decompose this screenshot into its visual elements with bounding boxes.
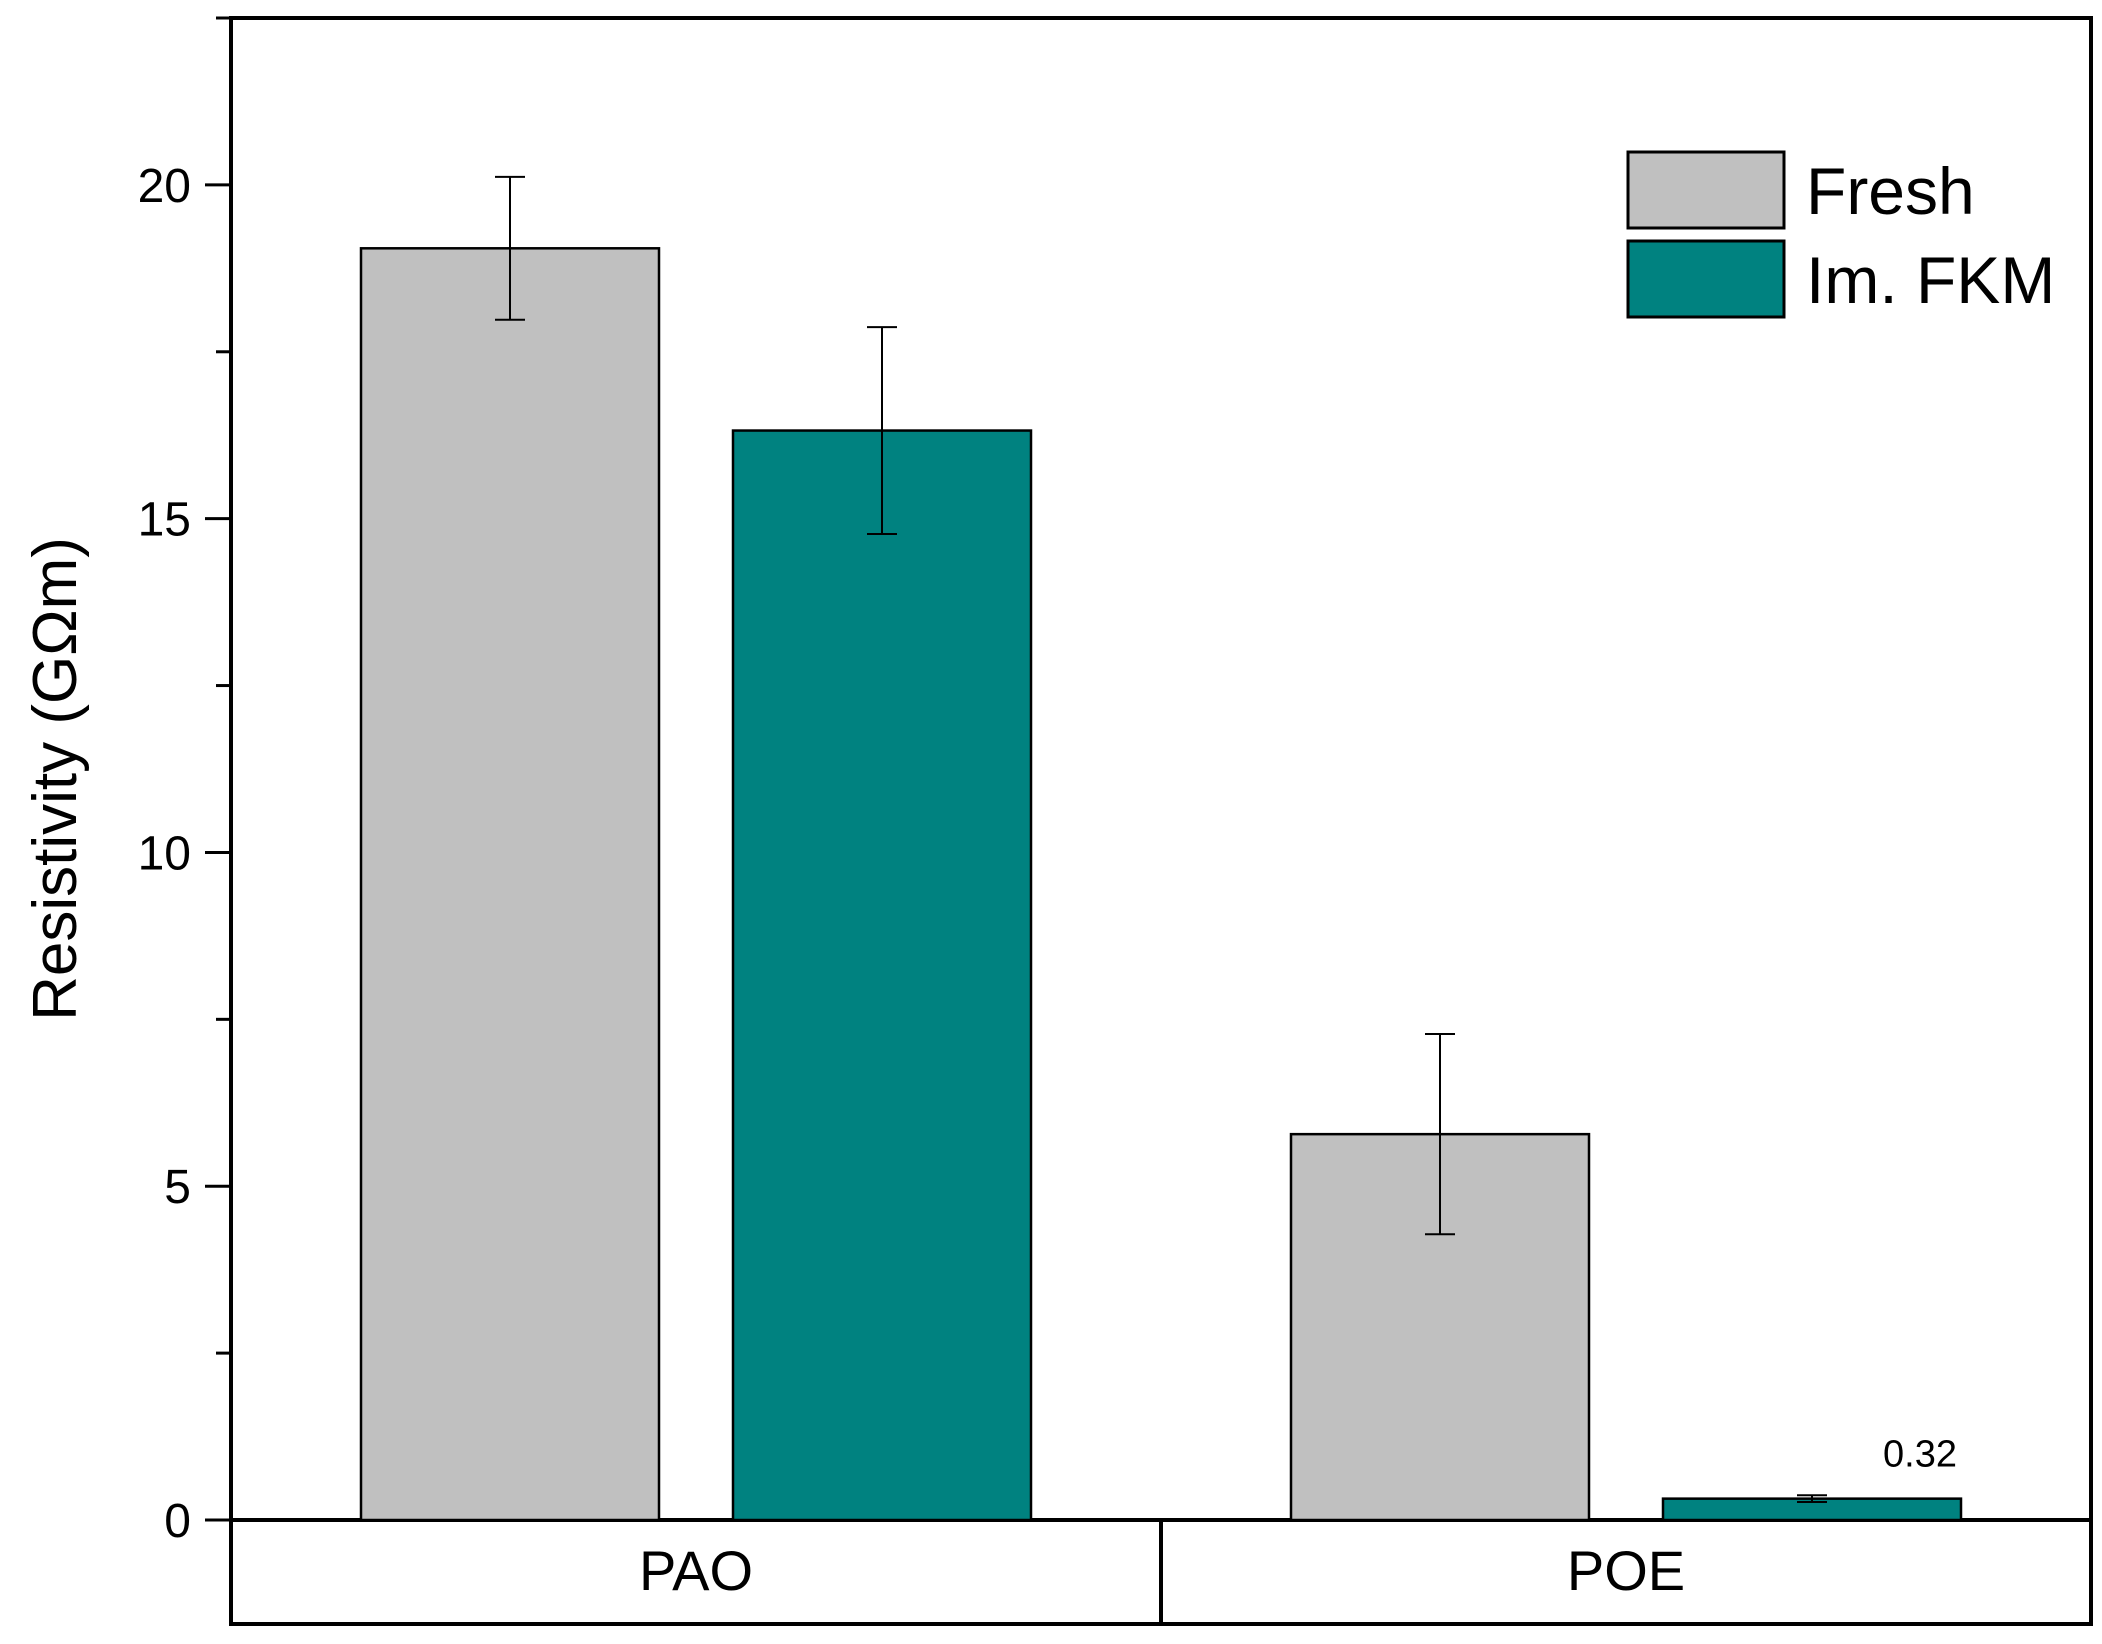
bars [359,247,1963,1522]
y-tick-label: 10 [138,827,191,880]
y-tick-label: 20 [138,160,191,213]
error-bars [495,175,1827,1503]
legend-label: Im. FKM [1806,243,2055,317]
category-label: PAO [639,1539,753,1602]
bar [731,429,1033,1522]
y-tick-label: 0 [164,1495,191,1548]
y-axis: 0 5 10 15 20 [138,16,231,1548]
data-label: 0.32 [1883,1434,1957,1476]
legend: Fresh Im. FKM [1626,150,2055,319]
category-row: PAO POE [639,1520,1685,1624]
y-tick-label: 5 [164,1161,191,1214]
y-tick-label: 15 [138,494,191,547]
legend-swatch [1626,150,1786,230]
legend-label: Fresh [1806,154,1975,228]
annotations: 0.32 [1883,1434,1957,1476]
y-axis-title: Resistivity (GΩm) [21,537,90,1021]
bar [359,247,661,1522]
legend-swatch [1626,239,1786,319]
category-label: POE [1567,1539,1685,1602]
